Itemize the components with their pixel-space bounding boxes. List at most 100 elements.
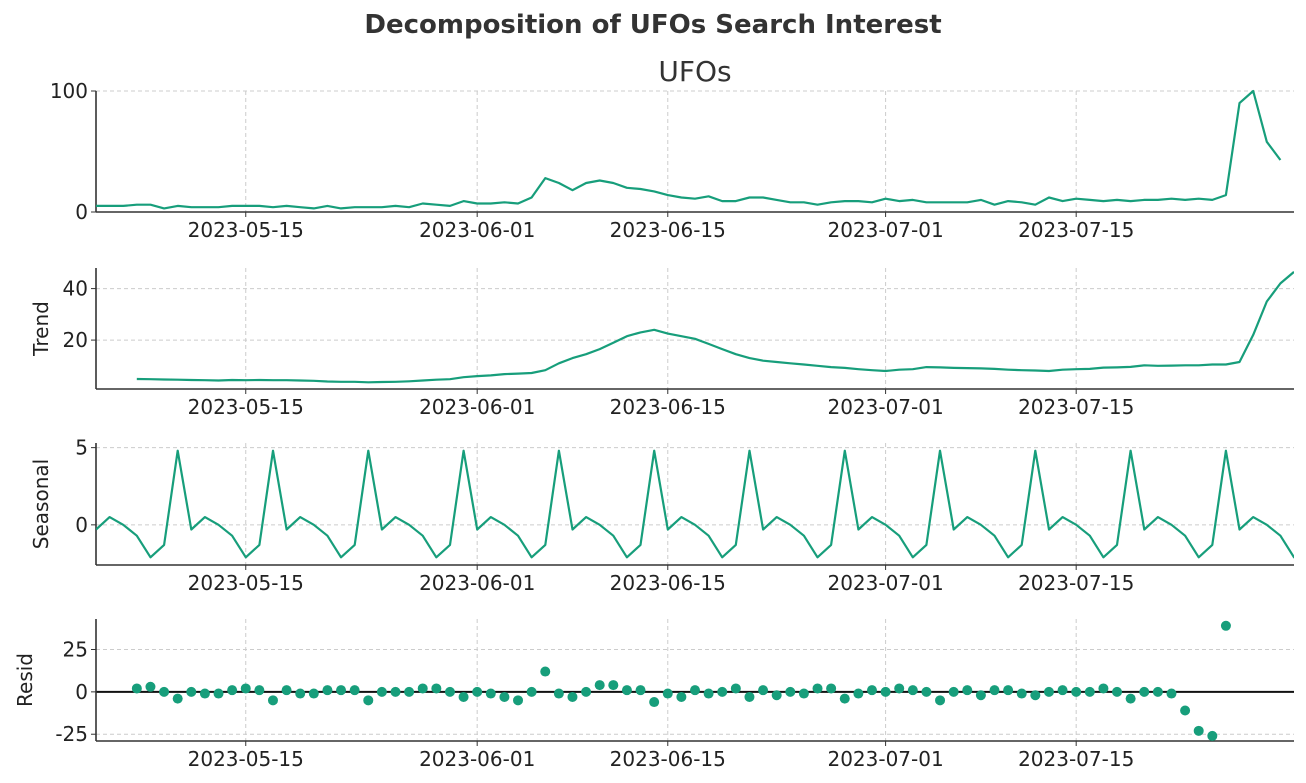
x-tick-label: 2023-06-15 xyxy=(610,747,726,771)
y-tick-label: 20 xyxy=(63,328,88,352)
resid-point xyxy=(948,686,959,697)
resid-point xyxy=(199,688,210,699)
x-tick-label: 2023-06-01 xyxy=(419,571,535,595)
resid-point xyxy=(308,688,319,699)
resid-point xyxy=(1030,690,1041,701)
y-tick-label: 0 xyxy=(75,513,88,537)
y-tick-label: -25 xyxy=(55,722,88,746)
resid-point xyxy=(567,691,578,702)
resid-point xyxy=(921,686,932,697)
trend-panel: 2023-05-15 2023-06-01 2023-06-15 2023-07-01… xyxy=(29,268,1294,419)
resid-point xyxy=(1098,683,1109,694)
x-tick-label: 2023-06-15 xyxy=(610,218,726,242)
x-tick-label: 2023-06-15 xyxy=(610,571,726,595)
resid-point xyxy=(1003,685,1014,696)
series-line xyxy=(96,89,1282,210)
resid-point xyxy=(935,695,946,706)
resid-point xyxy=(717,686,728,697)
resid-point xyxy=(1125,693,1136,704)
resid-point xyxy=(404,686,415,697)
resid-point xyxy=(826,683,837,694)
resid-point xyxy=(853,688,864,699)
resid-point xyxy=(785,686,796,697)
y-axis-label: Trend xyxy=(29,301,53,357)
resid-point xyxy=(431,683,442,694)
panel-title: UFOs xyxy=(658,55,731,88)
y-tick-label: 0 xyxy=(75,200,88,224)
resid-point xyxy=(322,685,333,696)
x-tick-label: 2023-06-01 xyxy=(419,395,535,419)
resid-point xyxy=(444,686,455,697)
resid-point xyxy=(730,683,741,694)
x-tick-label: 2023-07-01 xyxy=(827,571,943,595)
resid-point xyxy=(771,690,782,701)
y-axis-label: Resid xyxy=(13,653,37,707)
observed-panel: 2023-05-15 2023-06-01 2023-06-15 2023-07-01… xyxy=(50,55,1294,242)
resid-point xyxy=(172,693,183,704)
x-tick-label: 2023-06-01 xyxy=(419,747,535,771)
y-axis-label: Seasonal xyxy=(29,459,53,549)
series-line xyxy=(96,449,1294,559)
resid-point xyxy=(894,683,905,694)
series-line xyxy=(136,271,1294,384)
x-tick-label: 2023-07-01 xyxy=(827,747,943,771)
x-tick-label: 2023-07-01 xyxy=(827,218,943,242)
resid-point xyxy=(159,686,170,697)
resid-point xyxy=(376,686,387,697)
x-tick-label: 2023-07-15 xyxy=(1018,218,1134,242)
resid-point xyxy=(186,686,197,697)
resid-point xyxy=(649,697,660,708)
resid-point xyxy=(703,688,714,699)
resid-point xyxy=(1207,730,1218,741)
resid-point xyxy=(1180,705,1191,716)
resid-point xyxy=(1220,620,1231,631)
x-tick-label: 2023-07-15 xyxy=(1018,571,1134,595)
resid-point xyxy=(581,686,592,697)
resid-point xyxy=(907,685,918,696)
resid-point xyxy=(513,695,524,706)
resid-point xyxy=(227,685,238,696)
resid-point xyxy=(553,688,564,699)
resid-point xyxy=(1084,686,1095,697)
resid-point xyxy=(989,685,1000,696)
resid-point xyxy=(295,688,306,699)
resid-point xyxy=(145,681,156,692)
resid-point xyxy=(1016,688,1027,699)
resid-point xyxy=(962,685,973,696)
resid-point xyxy=(608,680,619,691)
resid-point xyxy=(1071,686,1082,697)
x-tick-label: 2023-05-15 xyxy=(188,747,304,771)
x-tick-label: 2023-07-01 xyxy=(827,395,943,419)
resid-point xyxy=(812,683,823,694)
resid-point xyxy=(499,691,510,702)
resid-point xyxy=(131,683,142,694)
resid-point xyxy=(472,686,483,697)
y-tick-label: 0 xyxy=(75,680,88,704)
resid-point xyxy=(866,685,877,696)
resid-point xyxy=(798,688,809,699)
x-tick-label: 2023-07-15 xyxy=(1018,395,1134,419)
figure-title: Decomposition of UFOs Search Interest xyxy=(364,10,941,40)
resid-point xyxy=(363,695,374,706)
y-tick-label: 100 xyxy=(50,79,88,103)
resid-point xyxy=(417,683,428,694)
resid-point xyxy=(485,688,496,699)
resid-point xyxy=(281,685,292,696)
y-tick-label: 25 xyxy=(63,638,88,662)
resid-panel: 2023-05-15 2023-06-01 2023-06-15 2023-07-01… xyxy=(13,619,1294,771)
resid-point xyxy=(1112,686,1123,697)
resid-point xyxy=(240,683,251,694)
resid-point xyxy=(635,685,646,696)
x-tick-label: 2023-05-15 xyxy=(188,218,304,242)
resid-point xyxy=(1057,685,1068,696)
resid-point xyxy=(349,685,360,696)
resid-point xyxy=(758,685,769,696)
resid-point xyxy=(621,685,632,696)
resid-point xyxy=(526,686,537,697)
x-tick-label: 2023-05-15 xyxy=(188,571,304,595)
resid-point xyxy=(839,693,850,704)
resid-point xyxy=(1166,688,1177,699)
y-tick-label: 40 xyxy=(63,277,88,301)
resid-point xyxy=(975,690,986,701)
